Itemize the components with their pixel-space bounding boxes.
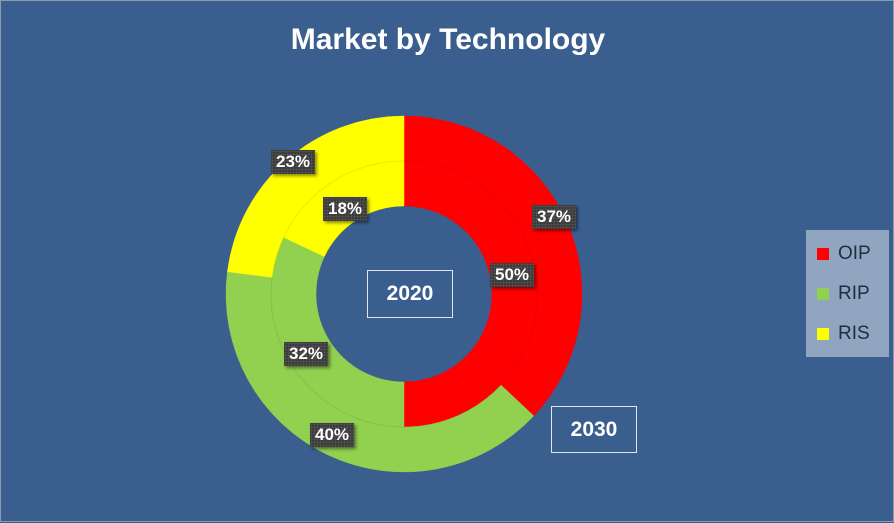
legend-item-oip: OIP xyxy=(817,242,871,266)
outer-ring-year-label: 2030 xyxy=(551,406,637,453)
legend-item-ris: RIS xyxy=(817,322,870,346)
legend-label-ris: RIS xyxy=(838,323,870,344)
ring-separator xyxy=(270,160,538,428)
label-2030-rip: 40% xyxy=(310,423,355,447)
inner-ring-year-label: 2020 xyxy=(367,270,453,318)
legend-swatch-oip xyxy=(817,248,829,260)
label-2030-oip: 37% xyxy=(532,205,577,229)
slice-2030-rip xyxy=(225,271,535,473)
legend-swatch-ris xyxy=(817,328,829,340)
label-2020-ris: 18% xyxy=(323,197,368,221)
label-2020-rip: 32% xyxy=(284,342,329,366)
legend-label-oip: OIP xyxy=(838,243,871,264)
legend-swatch-rip xyxy=(817,288,829,300)
label-2020-oip: 50% xyxy=(490,263,535,287)
slice-2030-oip xyxy=(403,115,583,417)
legend-label-rip: RIP xyxy=(838,283,870,304)
legend: OIP RIP RIS xyxy=(806,230,889,357)
chart-title: Market by Technology xyxy=(290,23,606,56)
slice-2030-ris xyxy=(227,115,405,278)
legend-item-rip: RIP xyxy=(817,282,870,306)
label-2030-ris: 23% xyxy=(271,150,316,174)
